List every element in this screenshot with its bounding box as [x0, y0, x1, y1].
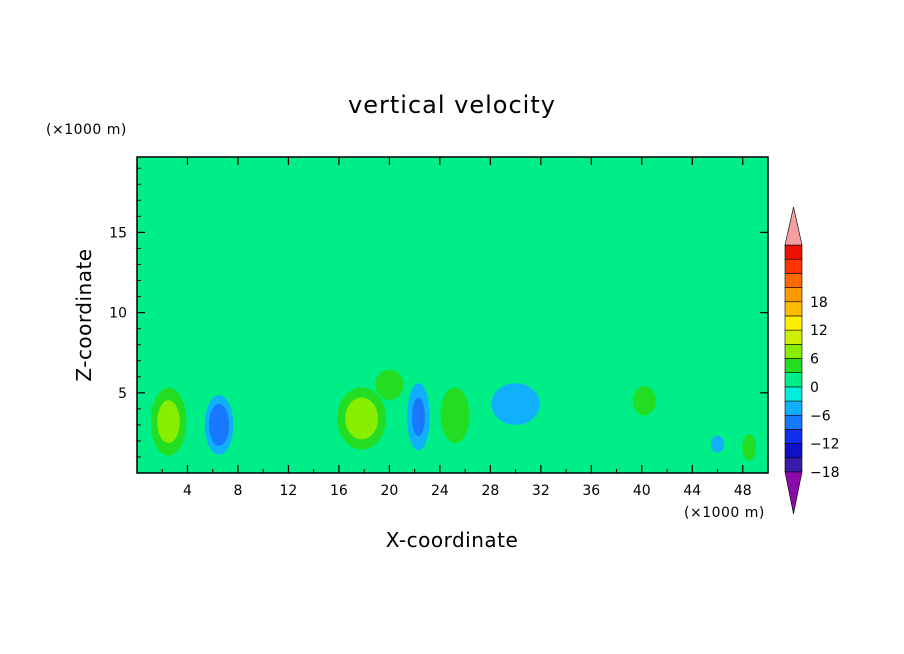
colorbar-swatch-1 [784, 457, 803, 473]
field-contour-4-2 [411, 397, 425, 437]
x-unit-label: (×1000 m) [684, 505, 765, 521]
y-tick-label-0: 5 [118, 386, 127, 402]
field-contour-3-1 [375, 369, 404, 400]
colorbar-label-1: 12 [810, 323, 828, 339]
field-contour-9-1 [710, 435, 725, 453]
x-axis-ticks: 4 8 12 16 20 24 28 32 36 40 44 48 [161, 157, 752, 499]
colorbar: 18 12 6 0 −6 −12 −18 [784, 206, 840, 515]
colorbar-label-3: 0 [810, 380, 819, 396]
colorbar-swatch-5 [784, 400, 803, 416]
x-tick-label-10: 44 [683, 483, 701, 499]
y-axis-label: Z-coordinate [72, 248, 96, 381]
colorbar-swatch-3 [784, 429, 803, 444]
colorbar-label-2: 6 [810, 352, 819, 368]
x-axis-label: X-coordinate [386, 528, 519, 552]
colorbar-label-6: −18 [810, 465, 840, 481]
colorbar-swatch-15 [784, 258, 803, 274]
field-contour-6-1 [491, 383, 540, 425]
colorbar-swatch-12 [784, 301, 803, 317]
y-tick-label-2: 15 [109, 225, 127, 241]
colorbar-swatch-9 [784, 344, 803, 359]
colorbar-high-extension [784, 206, 803, 246]
x-tick-label-3: 16 [330, 483, 348, 499]
velocity-field [137, 157, 768, 473]
y-unit-label: (×1000 m) [46, 122, 127, 138]
x-tick-label-11: 48 [734, 483, 752, 499]
field-contour-7-1 [632, 386, 656, 416]
colorbar-swatch-13 [784, 287, 803, 303]
colorbar-swatch-10 [784, 329, 803, 345]
plot-area [137, 157, 768, 473]
colorbar-label-0: 18 [810, 295, 828, 311]
field-contour-2-2 [345, 397, 379, 440]
x-tick-label-2: 12 [280, 483, 298, 499]
colorbar-swatch-6 [784, 386, 803, 402]
x-tick-label-0: 4 [183, 483, 192, 499]
colorbar-swatch-7 [784, 372, 803, 388]
colorbar-swatch-8 [784, 358, 803, 373]
y-axis-ticks: 5 10 15 [109, 167, 768, 458]
field-contour-0-2 [157, 400, 180, 444]
field-contour-1-2 [208, 403, 230, 446]
colorbar-low-extension [784, 471, 803, 515]
colorbar-label-5: −12 [810, 437, 840, 453]
x-tick-label-8: 36 [582, 483, 600, 499]
y-tick-label-1: 10 [109, 306, 127, 322]
x-tick-label-5: 24 [431, 483, 449, 499]
x-tick-label-9: 40 [633, 483, 651, 499]
colorbar-swatch-16 [784, 244, 803, 260]
x-tick-label-4: 20 [380, 483, 398, 499]
plot-frame [136, 156, 769, 474]
colorbar-swatch-14 [784, 273, 803, 288]
x-tick-label-1: 8 [233, 483, 242, 499]
chart-title: vertical velocity [348, 91, 556, 119]
colorbar-label-4: −6 [810, 408, 831, 424]
colorbar-swatch-4 [784, 414, 803, 430]
field-contour-5-1 [440, 387, 470, 444]
x-tick-label-6: 28 [481, 483, 499, 499]
field-contour-8-1 [742, 434, 756, 461]
x-tick-label-7: 32 [532, 483, 550, 499]
colorbar-swatch-2 [784, 443, 803, 459]
colorbar-swatch-11 [784, 315, 803, 331]
